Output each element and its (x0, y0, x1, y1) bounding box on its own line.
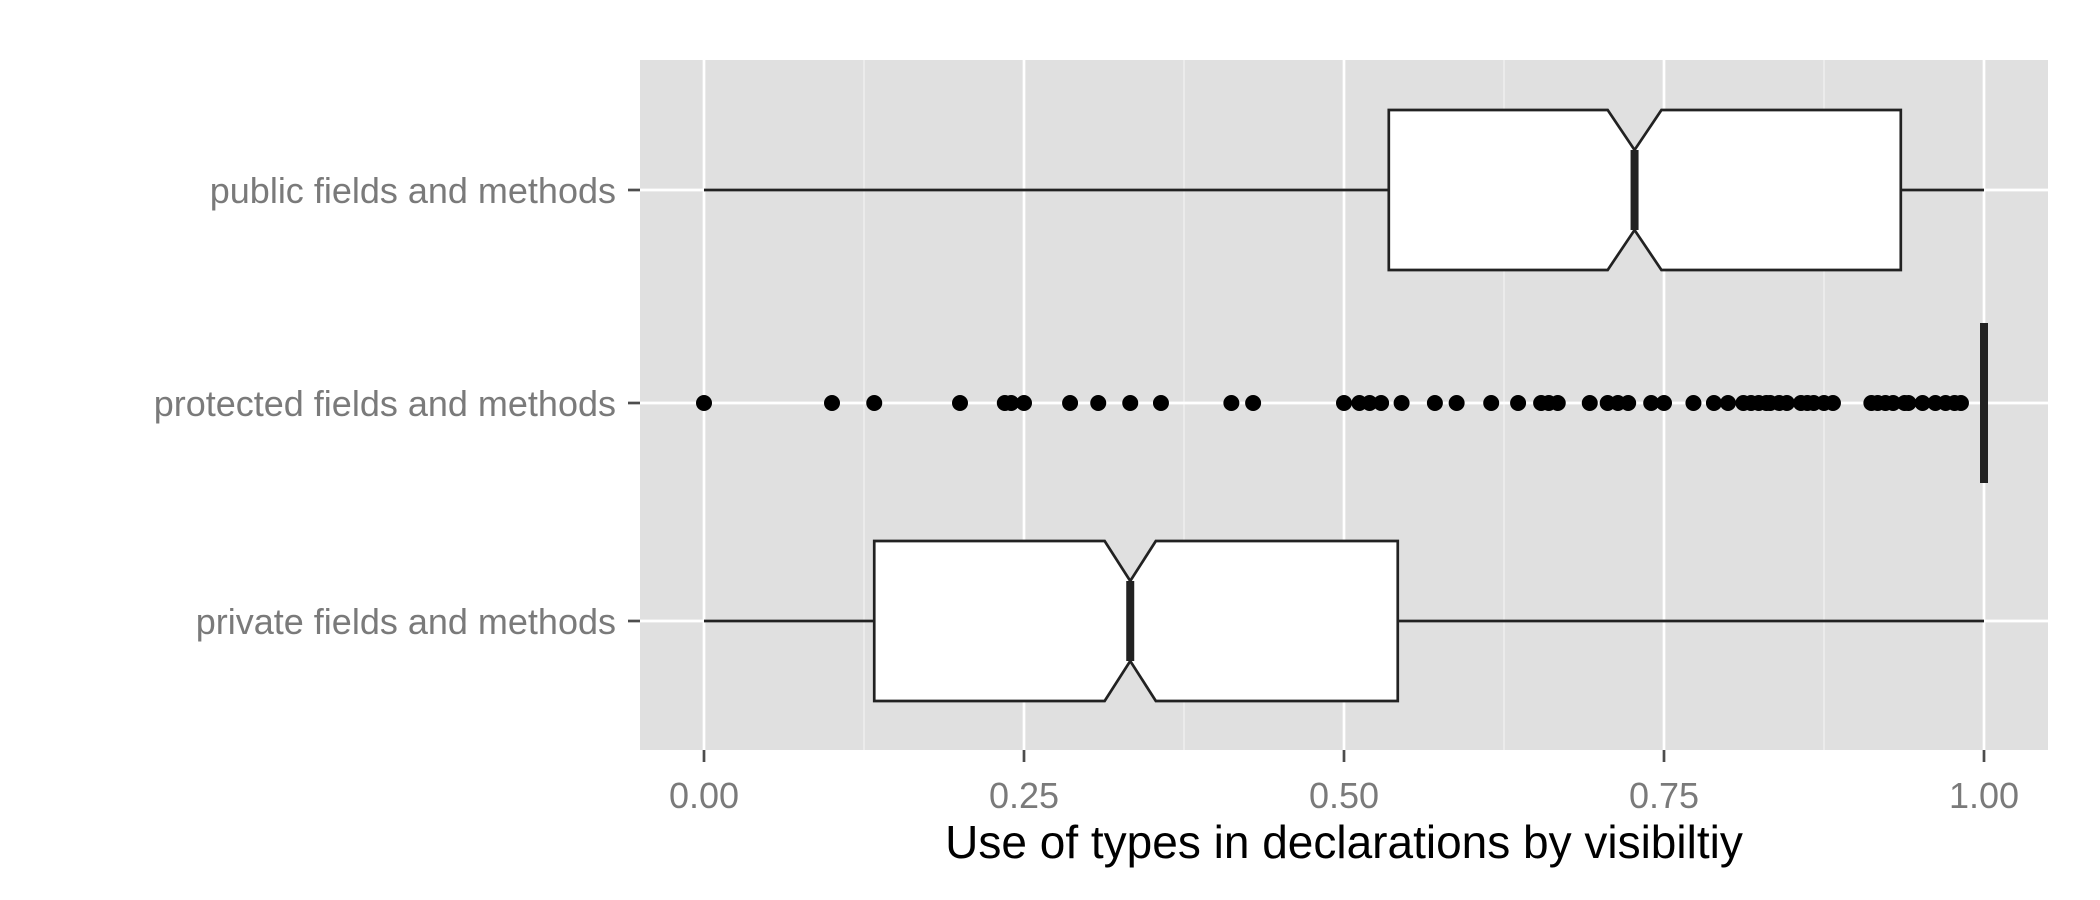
outlier-point (1090, 395, 1107, 411)
outlier-point (1656, 395, 1672, 411)
outlier-point (1003, 395, 1020, 411)
outlier-point (1824, 395, 1841, 411)
outlier-point (1336, 395, 1352, 411)
outlier-point (1643, 395, 1660, 411)
outlier-point (1122, 395, 1139, 411)
x-tick-label: 0.25 (989, 775, 1059, 816)
notched-box (1387, 108, 1903, 272)
y-axis: public fields and methods protected field… (154, 170, 640, 642)
x-tick-label: 1.00 (1949, 775, 2019, 816)
outlier-point (696, 395, 712, 411)
x-tick-label: 0.50 (1309, 775, 1379, 816)
outlier-point (1448, 395, 1465, 411)
y-tick-label: public fields and methods (210, 170, 616, 211)
outlier-point (1223, 395, 1240, 411)
outlier-point (1483, 395, 1500, 411)
outlier-point (1062, 395, 1079, 411)
x-tick-label: 0.75 (1629, 775, 1699, 816)
box-group (704, 108, 1984, 272)
outlier-point (1361, 395, 1378, 411)
outlier-point (1705, 395, 1722, 411)
outlier-point (1549, 395, 1566, 411)
outlier-point (1016, 395, 1032, 411)
y-tick-label: private fields and methods (196, 601, 616, 642)
x-axis: 0.00 0.25 0.50 0.75 1.00 (669, 750, 2019, 816)
outlier-point (1778, 395, 1795, 411)
outlier-layer (696, 395, 1969, 411)
outlier-point (1426, 395, 1443, 411)
outlier-point (1581, 395, 1598, 411)
x-tick-label: 0.00 (669, 775, 739, 816)
x-axis-title: Use of types in declarations by visibilt… (945, 816, 1743, 868)
outlier-point (1685, 395, 1702, 411)
outlier-point (1510, 395, 1527, 411)
outlier-point (1914, 395, 1931, 411)
box-group (704, 539, 1984, 703)
outlier-point (1952, 395, 1969, 411)
outlier-point (824, 395, 840, 411)
outlier-point (1720, 395, 1736, 411)
y-tick-label: protected fields and methods (154, 383, 616, 424)
outlier-point (1152, 395, 1169, 411)
outlier-point (1245, 395, 1262, 411)
outlier-point (1900, 395, 1917, 411)
box-layer (704, 108, 1988, 703)
outlier-point (1393, 395, 1410, 411)
outlier-point (1620, 395, 1637, 411)
outlier-point (866, 395, 883, 411)
outlier-point (1885, 395, 1902, 411)
outlier-point (1373, 395, 1390, 411)
outlier-point (952, 395, 968, 411)
notched-box (872, 539, 1400, 703)
